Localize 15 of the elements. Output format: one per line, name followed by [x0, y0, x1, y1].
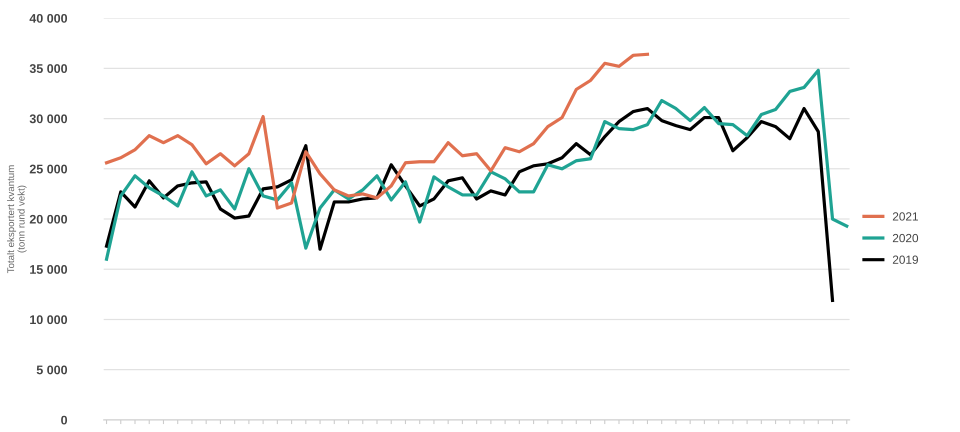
- y-tick-label: 30 000: [30, 114, 68, 124]
- y-tick-label: 40 000: [30, 14, 68, 23]
- y-tick-label: 25 000: [30, 164, 68, 174]
- line-series: [104, 68, 848, 261]
- legend-label: 2021: [892, 212, 918, 221]
- line-series: [104, 52, 650, 210]
- legend-label: 2020: [892, 234, 918, 242]
- y-axis-title: Totalt eksportert kvantum (tonn rund vekt): [7, 165, 27, 274]
- legend-label: 2019: [892, 256, 918, 264]
- y-tick-label: 0: [61, 416, 68, 425]
- y-tick-label: 10 000: [30, 315, 68, 324]
- y-tick-label: 15 000: [30, 265, 68, 274]
- y-tick-label: 35 000: [30, 64, 68, 74]
- y-tick-label: 20 000: [30, 214, 68, 224]
- y-tick-label: 5 000: [36, 365, 68, 374]
